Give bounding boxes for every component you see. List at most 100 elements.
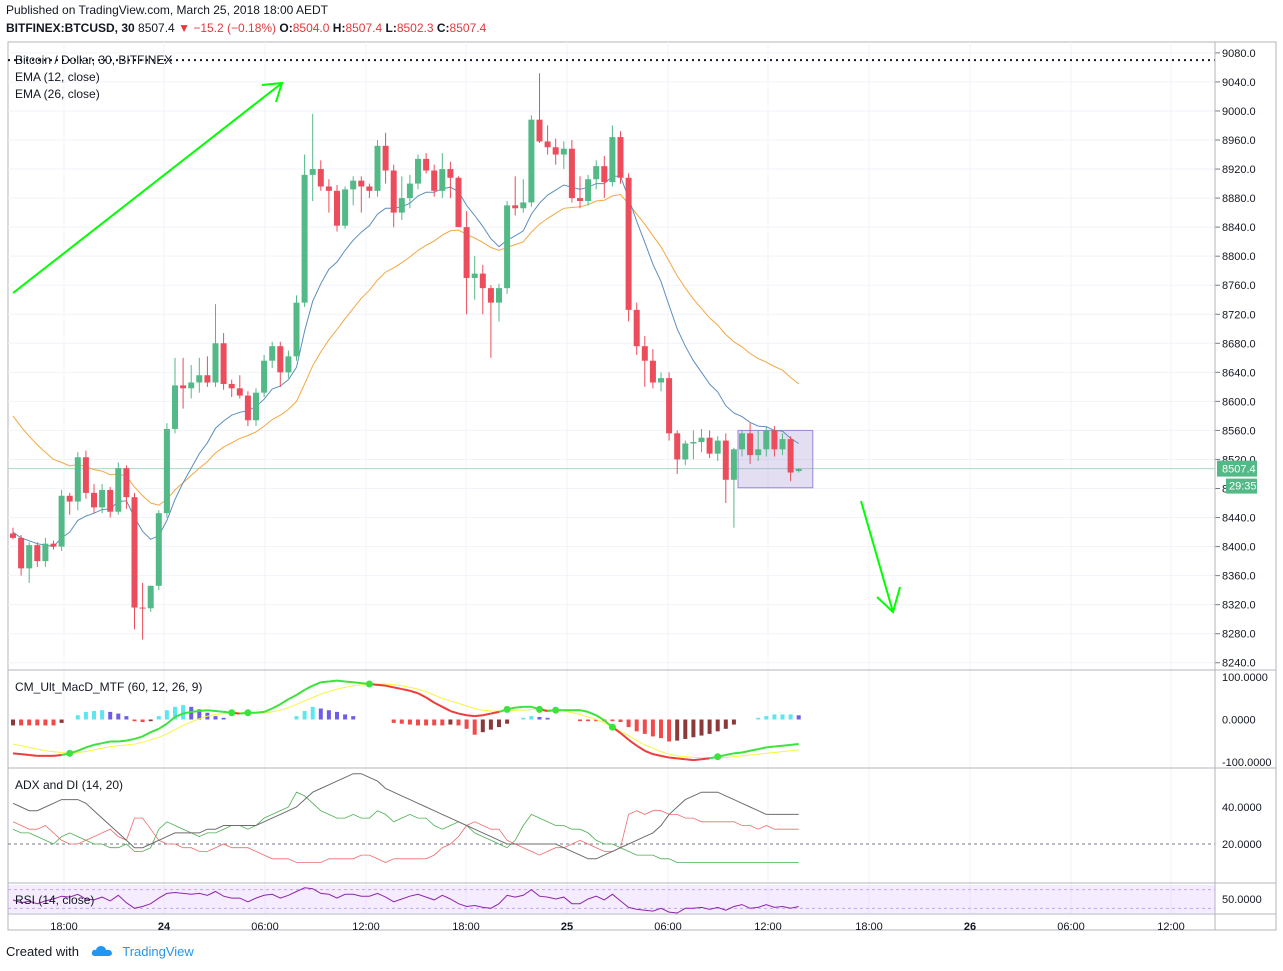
macd-cross-dot <box>552 706 560 714</box>
candle-body <box>649 360 656 383</box>
macd-line-segment <box>636 744 646 752</box>
macd-histogram-bar <box>19 719 24 726</box>
macd-histogram-bar <box>691 719 696 738</box>
time-tick-label: 06:00 <box>251 921 279 933</box>
macd-histogram-bar <box>391 719 396 723</box>
candle-body <box>155 513 162 586</box>
macd-cross-dot <box>365 680 373 688</box>
candle-body <box>366 186 373 191</box>
candle-body <box>350 180 357 190</box>
macd-histogram-bar <box>294 716 299 720</box>
macd-histogram-bar <box>764 716 769 720</box>
candle-body <box>309 169 316 175</box>
macd-histogram-bar <box>464 719 469 729</box>
macd-histogram-bar <box>164 710 169 720</box>
created-with-label: Created with <box>6 944 79 959</box>
price-pane[interactable] <box>8 59 1215 640</box>
macd-histogram-bar <box>302 711 307 720</box>
macd-line-segment <box>53 754 62 757</box>
chart-frame <box>7 41 1277 931</box>
candle-body <box>577 198 583 201</box>
macd-histogram-bar <box>529 716 534 720</box>
macd-histogram-bar <box>424 719 429 726</box>
price-tick-label: 9040.0 <box>1222 77 1256 89</box>
macd-line-segment <box>587 710 597 717</box>
tradingview-link[interactable]: TradingView <box>122 944 194 959</box>
legend-adx: ADX and DI (14, 20) <box>15 778 123 792</box>
macd-line-segment <box>77 746 87 752</box>
candle-body <box>682 443 689 460</box>
open-value: 8504.0 <box>292 21 330 35</box>
macd-line-segment <box>701 757 710 761</box>
macd-line-segment <box>474 714 483 718</box>
macd-histogram-bar <box>667 719 672 742</box>
macd-line-segment <box>757 746 767 751</box>
legends: Bitcoin / Dollar, 30, BITFINEX EMA (12, … <box>15 53 202 907</box>
published-line: Published on TradingView.com, March 25, … <box>6 3 328 17</box>
grid <box>8 42 1215 914</box>
macd-histogram-bar <box>326 710 331 720</box>
price-tick-label: 8560.0 <box>1222 425 1256 437</box>
macd-histogram-bar <box>51 719 56 726</box>
macd-cross-dot <box>536 705 543 713</box>
macd-histogram-bar <box>683 719 688 739</box>
candle-body <box>439 169 446 191</box>
time-tick-label: 06:00 <box>654 921 682 933</box>
candle-body <box>706 437 713 454</box>
macd-histogram-bar <box>723 719 728 729</box>
candle-body <box>139 607 146 609</box>
last-price-badge-text: 8507.4 <box>1222 464 1256 476</box>
macd-line-segment <box>142 731 152 738</box>
candle-body <box>423 158 430 171</box>
candle-body <box>787 439 794 473</box>
macd-line-segment <box>458 712 467 717</box>
macd-line-segment <box>287 694 297 701</box>
price-tick-label: 8640.0 <box>1222 367 1256 379</box>
macd-histogram-bar <box>796 715 801 720</box>
candle-body <box>431 170 438 191</box>
macd-histogram-bar <box>43 719 48 726</box>
macd-histogram-bar <box>416 719 420 726</box>
macd-line-segment <box>668 756 678 760</box>
macd-histogram-bar <box>156 716 161 720</box>
macd-line-segment <box>182 710 192 715</box>
candle-body <box>617 137 624 178</box>
candle-body <box>633 309 640 347</box>
macd-line-segment <box>733 751 743 755</box>
ema12-line <box>12 175 799 548</box>
price-tick-label: 8800.0 <box>1222 251 1256 263</box>
macd-pane[interactable] <box>11 679 801 762</box>
macd-line-segment <box>595 714 605 722</box>
macd-cross-dot <box>503 705 511 713</box>
macd-line-segment <box>725 752 735 756</box>
rsi-pane[interactable] <box>8 885 1215 914</box>
candle-body <box>415 158 421 184</box>
change-value: −15.2 (−0.18%) <box>193 21 277 35</box>
candle-body <box>544 141 551 148</box>
candle-body <box>277 346 284 373</box>
candle-body <box>666 378 673 434</box>
macd-line-segment <box>255 710 265 714</box>
candle-body <box>398 198 405 213</box>
time-tick-label: 12:00 <box>754 921 782 933</box>
macd-line-segment <box>304 684 314 691</box>
high-label: H: <box>332 21 346 35</box>
macd-histogram-bar <box>699 719 704 736</box>
macd-line-segment <box>174 712 184 718</box>
macd-histogram-bar <box>456 719 461 726</box>
price-tick-label: 8440.0 <box>1222 513 1256 525</box>
macd-line-segment <box>328 679 338 683</box>
adx-pane[interactable] <box>8 773 1215 863</box>
candle-body <box>253 392 259 421</box>
macd-line-segment <box>353 681 362 685</box>
candle-body <box>172 385 178 429</box>
macd-line-segment <box>29 754 38 757</box>
time-tick-label: 18:00 <box>452 921 480 933</box>
macd-histogram-bar <box>537 716 542 720</box>
chart-area[interactable]: 9080.0 9040.0 9000.0 8960.0 8920.0 8880.0 8840… <box>0 0 1283 935</box>
macd-histogram-bar <box>586 719 591 722</box>
macd-line-segment <box>652 753 662 757</box>
candle-body <box>163 428 170 514</box>
candle-body <box>26 545 33 569</box>
di-minus-line <box>12 810 799 863</box>
